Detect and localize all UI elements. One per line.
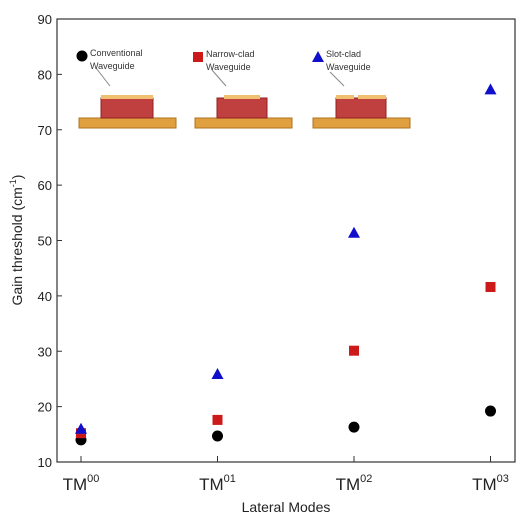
y-tick-label: 40 <box>38 289 52 304</box>
x-tick-label: TM03 <box>472 473 509 494</box>
plot-frame <box>56 18 516 463</box>
point <box>348 421 360 433</box>
legend-entry: Conventional Waveguide <box>90 48 143 71</box>
y-label-text: Gain threshold (cm <box>9 187 25 305</box>
point <box>484 83 497 95</box>
y-tick-label: 50 <box>38 234 52 249</box>
y-label-end: ) <box>9 175 25 180</box>
x-axis-label: Lateral Modes <box>242 499 331 515</box>
legend-entry: Narrow-clad Waveguide <box>206 49 255 72</box>
point <box>212 414 223 425</box>
point <box>485 405 496 417</box>
legend-entry: Slot-clad Waveguide <box>326 49 371 72</box>
x-tick-label: TM01 <box>199 473 236 494</box>
point <box>75 422 87 434</box>
point <box>211 367 224 379</box>
x-tick-label: TM02 <box>336 473 373 494</box>
x-tick-sup: 01 <box>224 473 236 485</box>
y-tick-label: 90 <box>38 12 52 27</box>
point <box>212 430 223 442</box>
y-label-sup: -1 <box>8 179 18 187</box>
y-tick-label: 60 <box>38 178 52 193</box>
x-tick-label: TM00 <box>63 473 100 494</box>
point <box>348 226 360 238</box>
legend-marker <box>193 52 203 62</box>
x-tick-base: TM <box>199 475 224 494</box>
y-axis-label: Gain threshold (cm-1) <box>8 175 25 306</box>
x-tick-base: TM <box>472 475 497 494</box>
x-tick-base: TM <box>336 475 361 494</box>
x-tick-sup: 03 <box>497 473 509 485</box>
legend-marker <box>312 51 324 62</box>
legend-marker <box>76 50 88 62</box>
y-tick-label: 30 <box>38 344 52 359</box>
x-tick-base: TM <box>63 475 88 494</box>
legend-label: Narrow-clad Waveguide <box>206 49 255 72</box>
point <box>485 282 496 293</box>
y-tick-label: 70 <box>38 123 52 138</box>
legend-label: Conventional Waveguide <box>90 48 143 71</box>
point <box>349 345 359 356</box>
y-tick-label: 10 <box>38 455 52 470</box>
y-tick-label: 80 <box>38 67 52 82</box>
legend-label: Slot-clad Waveguide <box>326 49 371 72</box>
y-tick-label: 20 <box>38 400 52 415</box>
x-tick-sup: 02 <box>360 473 372 485</box>
waveguide-icons <box>78 67 411 129</box>
x-tick-sup: 00 <box>87 473 99 485</box>
